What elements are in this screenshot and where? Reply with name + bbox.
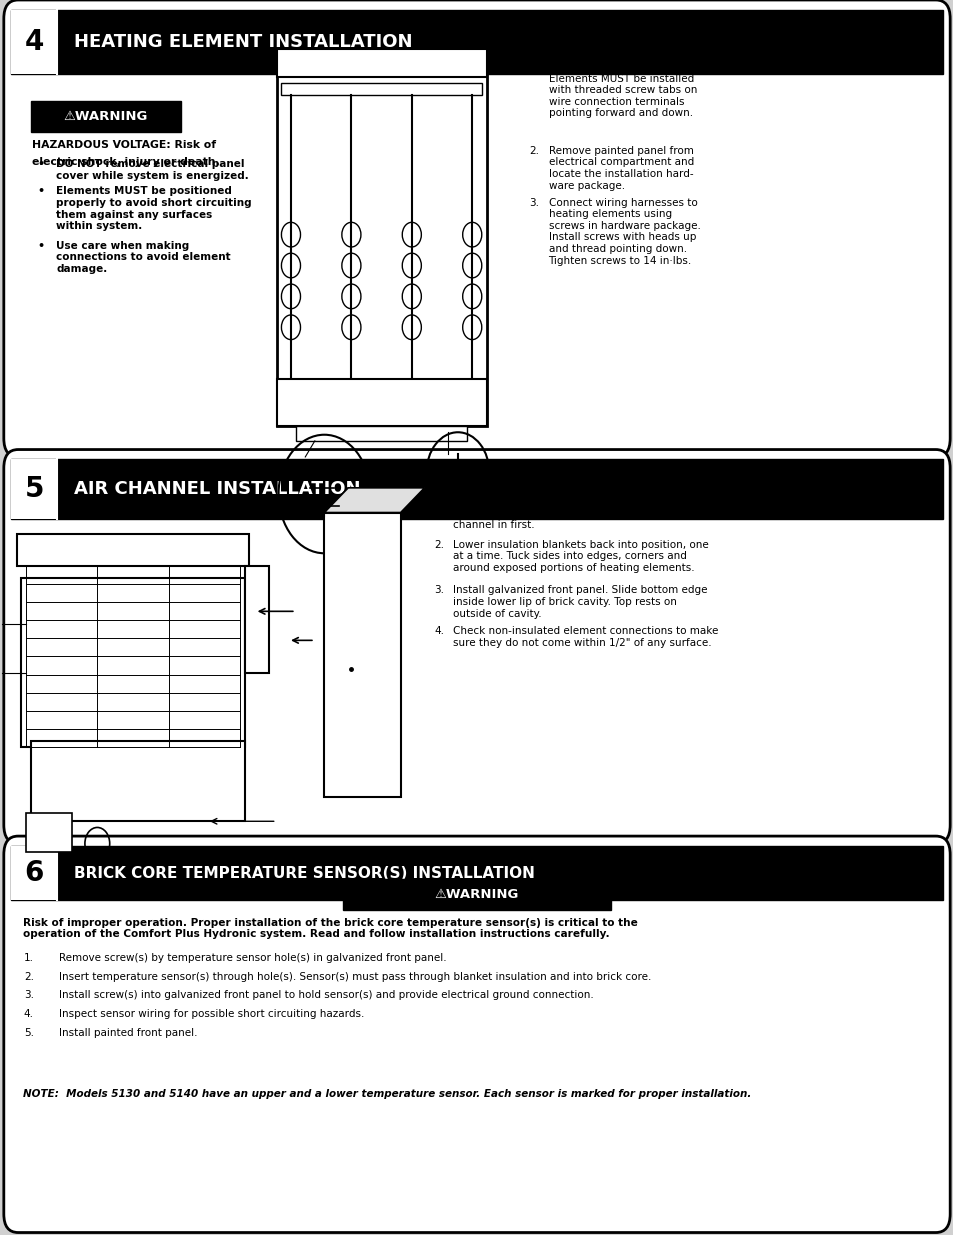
Bar: [276, 49, 486, 77]
Text: HAZARDOUS VOLTAGE: Risk of: HAZARDOUS VOLTAGE: Risk of: [32, 140, 216, 149]
FancyBboxPatch shape: [4, 0, 949, 457]
Bar: [245, 566, 269, 673]
Bar: [11, 459, 57, 519]
Text: electric shock, injury or death.: electric shock, injury or death.: [32, 157, 220, 167]
Bar: [21, 578, 245, 747]
Bar: [343, 879, 610, 910]
Text: 1.: 1.: [434, 496, 443, 506]
Bar: [281, 83, 481, 95]
Text: ⚠WARNING: ⚠WARNING: [64, 110, 148, 124]
Text: AIR CHANNEL INSTALLATION: AIR CHANNEL INSTALLATION: [74, 480, 360, 498]
Text: 2.: 2.: [24, 972, 33, 982]
Text: 4: 4: [25, 28, 44, 56]
Text: 3.: 3.: [529, 198, 538, 207]
Polygon shape: [324, 513, 400, 797]
Text: Lower insulation blankets back into position, one
at a time. Tuck sides into edg: Lower insulation blankets back into posi…: [453, 540, 708, 573]
Text: HEATING ELEMENT INSTALLATION: HEATING ELEMENT INSTALLATION: [74, 33, 413, 51]
Text: NOTE:  Models 5130 and 5140 have an upper and a lower temperature sensor. Each s: NOTE: Models 5130 and 5140 have an upper…: [23, 1089, 750, 1099]
Text: Risk of improper operation. Proper installation of the brick core temperature se: Risk of improper operation. Proper insta…: [23, 918, 638, 939]
Text: 4.: 4.: [24, 1009, 33, 1019]
Text: Check non-insulated element connections to make
sure they do not come within 1/2: Check non-insulated element connections …: [453, 626, 718, 647]
Text: Install screw(s) into galvanized front panel to hold sensor(s) and provide elect: Install screw(s) into galvanized front p…: [59, 990, 594, 1000]
Text: 5: 5: [25, 475, 44, 503]
FancyBboxPatch shape: [4, 836, 949, 1233]
FancyBboxPatch shape: [4, 450, 949, 844]
Text: Elements MUST be positioned
properly to avoid short circuiting
them against any : Elements MUST be positioned properly to …: [56, 186, 252, 231]
Bar: [30, 741, 245, 821]
Polygon shape: [324, 488, 424, 513]
Bar: [30, 101, 181, 132]
Text: DO NOT remove electrical panel
cover while system is energized.: DO NOT remove electrical panel cover whi…: [56, 159, 249, 180]
Text: 1.: 1.: [529, 27, 538, 37]
Text: Connect wiring harnesses to
heating elements using
screws in hardware package.
I: Connect wiring harnesses to heating elem…: [548, 198, 700, 266]
Text: 1.: 1.: [24, 953, 33, 963]
Bar: [11, 459, 942, 519]
Polygon shape: [324, 488, 348, 797]
Bar: [17, 534, 249, 566]
Text: •: •: [37, 159, 44, 169]
Text: Remove screw(s) by temperature sensor hole(s) in galvanized front panel.: Remove screw(s) by temperature sensor ho…: [59, 953, 446, 963]
Text: Install painted front panel.: Install painted front panel.: [59, 1028, 197, 1037]
Text: BRICK CORE TEMPERATURE SENSOR(S) INSTALLATION: BRICK CORE TEMPERATURE SENSOR(S) INSTALL…: [74, 866, 535, 881]
Text: Install galvanized front panel. Slide bottom edge
inside lower lip of brick cavi: Install galvanized front panel. Slide bo…: [453, 585, 707, 619]
Text: 4.: 4.: [434, 626, 443, 636]
Bar: [26, 813, 71, 852]
Bar: [11, 846, 57, 900]
Text: Install air channel with air deflectors (arrow
shaped pieces) facing inward. Pla: Install air channel with air deflectors …: [453, 496, 711, 530]
Text: 3.: 3.: [24, 990, 33, 1000]
Bar: [11, 846, 942, 900]
Bar: [295, 426, 467, 441]
Text: 2.: 2.: [434, 540, 443, 550]
Text: 5.: 5.: [24, 1028, 33, 1037]
Text: •: •: [37, 241, 44, 251]
Text: •: •: [37, 186, 44, 196]
Text: 2.: 2.: [529, 146, 538, 156]
Text: Remove painted panel from
electrical compartment and
locate the installation har: Remove painted panel from electrical com…: [548, 146, 693, 190]
Text: Use care when making
connections to avoid element
damage.: Use care when making connections to avoi…: [56, 241, 231, 274]
Text: - -: - -: [362, 556, 373, 566]
Text: Inspect sensor wiring for possible short circuiting hazards.: Inspect sensor wiring for possible short…: [59, 1009, 364, 1019]
Text: Insert heating elements
between brick layers until
element ends embed into side
: Insert heating elements between brick la…: [548, 27, 707, 119]
Text: Insert temperature sensor(s) through hole(s). Sensor(s) must pass through blanke: Insert temperature sensor(s) through hol…: [59, 972, 651, 982]
Bar: [11, 10, 942, 74]
Bar: [276, 49, 486, 426]
Text: ⚠WARNING: ⚠WARNING: [435, 888, 518, 902]
Bar: [11, 10, 57, 74]
Text: 3.: 3.: [434, 585, 443, 595]
Bar: [276, 379, 486, 426]
Text: 6: 6: [25, 860, 44, 887]
